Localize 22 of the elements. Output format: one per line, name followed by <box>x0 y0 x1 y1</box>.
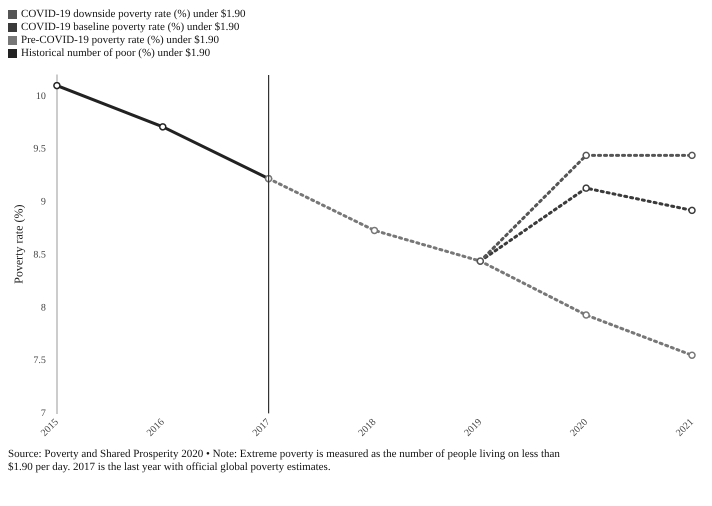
point <box>53 82 61 90</box>
legend-label: Historical number of poor (%) under $1.90 <box>21 47 210 60</box>
y-tick-label: 7.5 <box>33 355 46 366</box>
point <box>370 226 378 234</box>
point <box>688 206 696 214</box>
legend-label: COVID-19 downside poverty rate (%) under $1.90 <box>21 8 246 21</box>
y-tick-label: 8.5 <box>33 249 46 260</box>
point <box>159 123 166 131</box>
y-tick-label: 9 <box>40 196 46 208</box>
point <box>582 184 590 192</box>
source-note: Source: Poverty and Shared Prosperity 2020 • Note: Extreme poverty is measured as the number of people living on less than $1.90 per day. 2017 is the last year with official global poverty estimates. <box>8 448 561 474</box>
legend-label: Pre-COVID-19 poverty rate (%) under $1.90 <box>21 34 219 47</box>
y-axis-title: Poverty rate (%) <box>11 204 26 284</box>
point <box>688 152 696 160</box>
legend-label: COVID-19 baseline poverty rate (%) under $1.90 <box>21 21 240 34</box>
point <box>582 311 590 319</box>
y-tick-label: 9.5 <box>33 144 46 155</box>
point <box>582 152 590 160</box>
y-tick-label: 10 <box>36 90 46 102</box>
point <box>688 351 696 359</box>
y-tick-label: 8 <box>40 302 46 314</box>
y-tick-label: 7 <box>40 408 46 419</box>
